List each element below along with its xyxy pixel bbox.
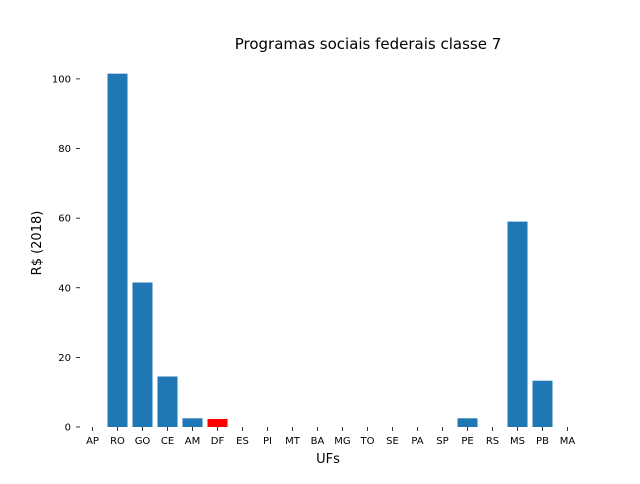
bar-ms [507,221,528,427]
y-tick-label: 0 [65,423,71,434]
x-tick-label: PB [536,436,549,447]
y-tick-label: 80 [58,144,71,155]
x-tick-label: SP [436,436,448,447]
bar-ro [107,73,128,428]
bars-group [107,73,553,428]
chart-title: Programas sociais federais classe 7 [235,35,502,53]
x-tick-label: RS [486,436,499,447]
y-ticks-group: 0 20 40 60 80 100 [52,74,80,434]
x-tick-label: SE [386,436,399,447]
y-axis-label: R$ (2018) [30,211,45,276]
bar-am [182,418,203,427]
x-tick-label: PI [263,436,272,447]
y-tick-label: 40 [58,283,71,294]
x-tick-label: BA [311,436,325,447]
x-tick-label: ES [236,436,249,447]
bar-go [132,282,153,427]
x-tick-label: MS [510,436,525,447]
bar-pe [457,418,478,427]
bar-ce [157,376,178,427]
x-tick-label: AM [185,436,200,447]
x-tick-label: CE [161,436,174,447]
y-tick-label: 60 [58,214,71,225]
x-tick-label: TO [360,436,375,447]
x-tick-label: AP [86,436,99,447]
x-tick-label: PE [461,436,473,447]
x-tick-label: PA [411,436,423,447]
x-axis-label: UFs [316,452,340,467]
x-ticks-group: AP RO GO CE AM DF ES PI MT BA MG TO SE PA SP PE RS MS PB MA [86,427,575,447]
x-tick-label: MG [334,436,350,447]
x-tick-label: GO [135,436,151,447]
x-tick-label: RO [110,436,125,447]
bar-df [207,418,228,427]
y-tick-label: 20 [58,353,71,364]
y-tick-label: 100 [52,74,71,85]
x-tick-label: MT [285,436,301,447]
x-tick-label: MA [560,436,576,447]
bar-pb [532,380,553,427]
x-tick-label: DF [211,436,225,447]
